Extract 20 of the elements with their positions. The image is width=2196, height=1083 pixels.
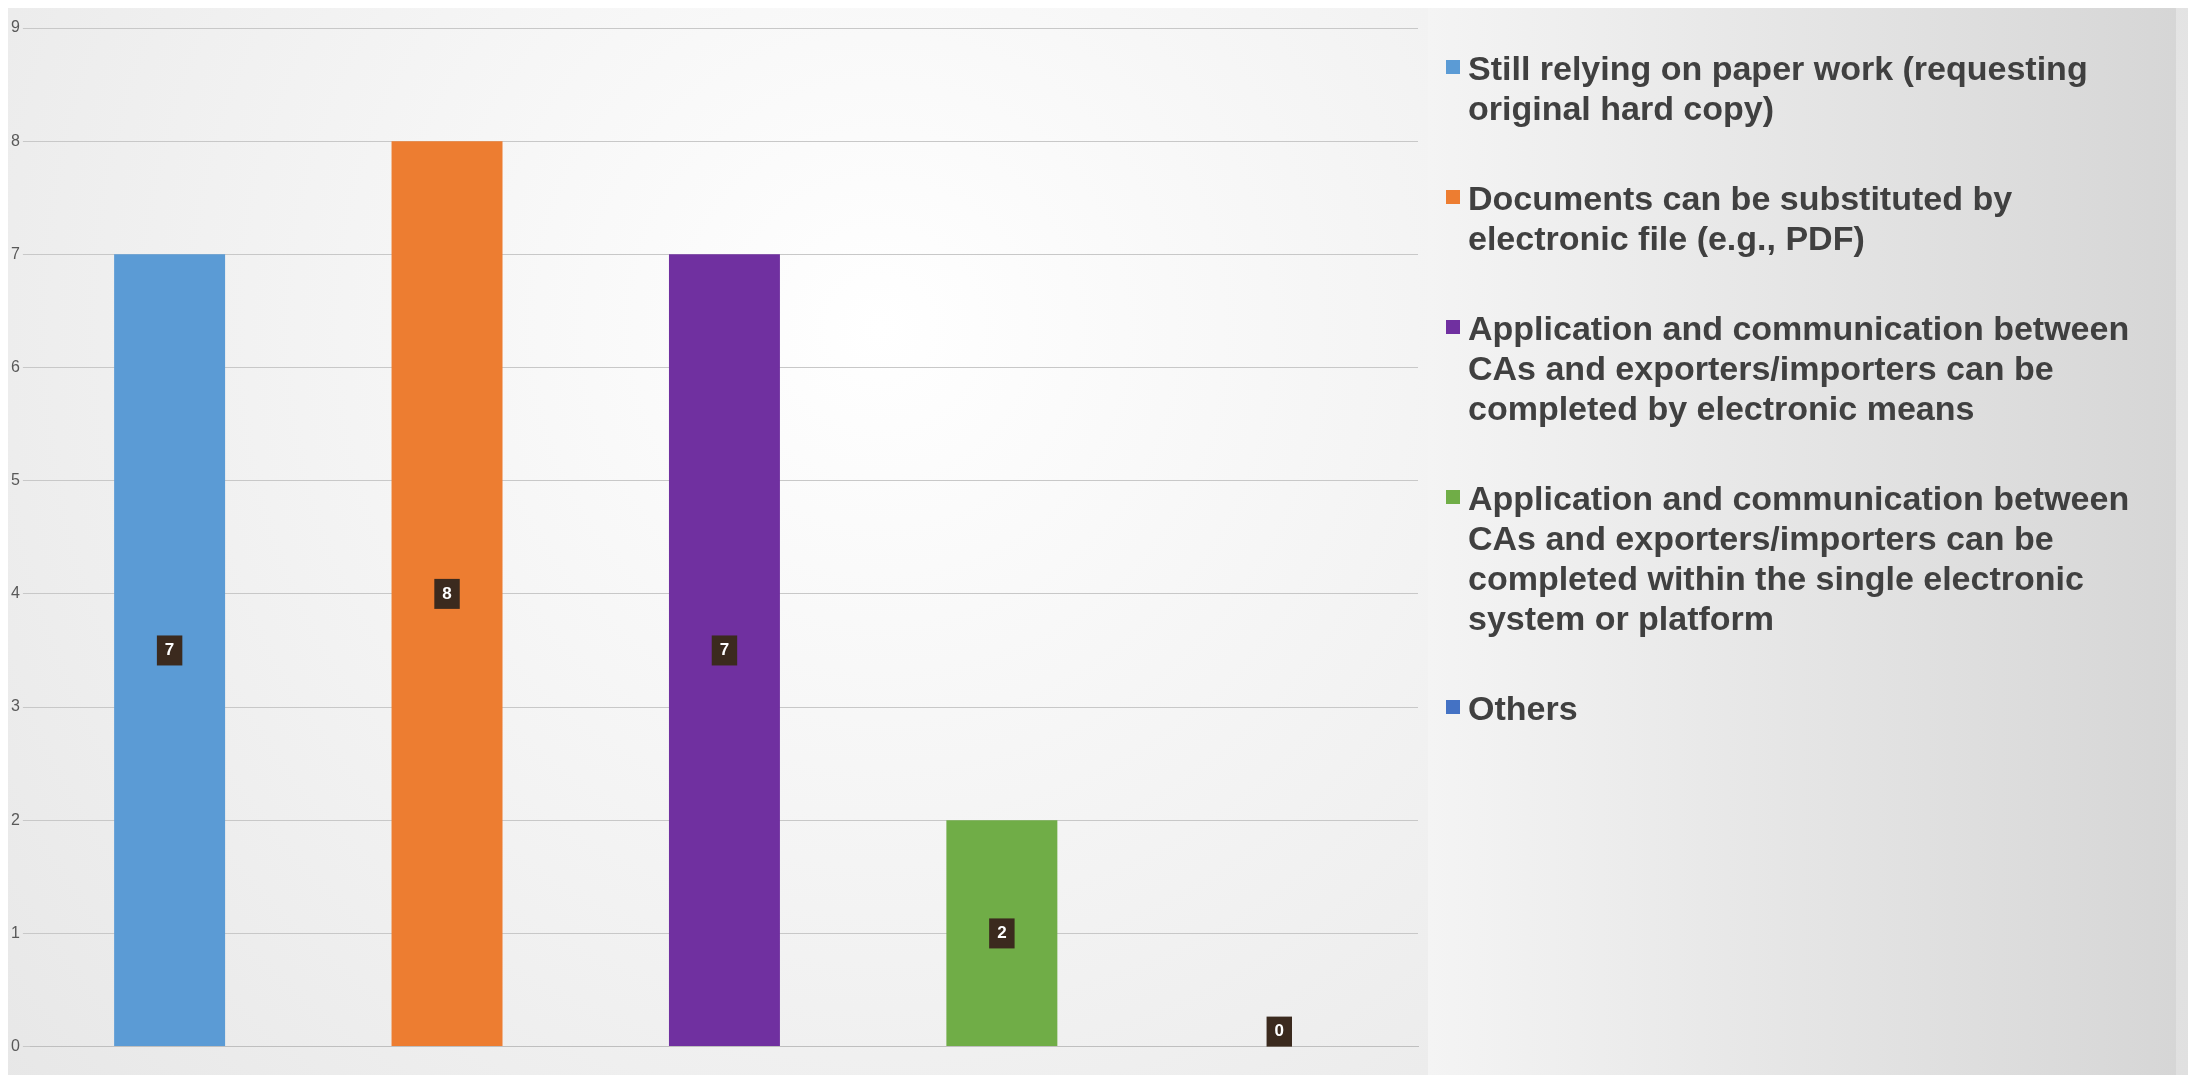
data-label: 7	[719, 640, 730, 660]
data-label: 0	[1274, 1021, 1285, 1041]
legend-label: Application and communication between CAs and exporters/importers can be completed within the single electronic system or platform	[1468, 478, 2131, 638]
y-tick-label: 9	[10, 18, 20, 36]
legend-label: Others	[1468, 688, 1578, 728]
y-tick-label: 2	[10, 810, 20, 828]
y-tick-label: 6	[10, 357, 20, 375]
y-tick-label: 4	[10, 584, 20, 602]
legend-label: Application and communication between CAs and exporters/importers can be completed by electronic means	[1468, 308, 2131, 428]
data-label: 7	[164, 640, 175, 660]
y-tick-label: 1	[10, 923, 20, 941]
legend-label: Still relying on paper work (requesting original hard copy)	[1468, 48, 2089, 128]
data-label: 8	[442, 583, 452, 603]
y-tick-label: 8	[10, 131, 20, 149]
y-tick-label: 0	[10, 1037, 20, 1055]
legend-label: Documents can be substituted by electronic file (e.g., PDF)	[1468, 178, 2014, 258]
y-tick-label: 3	[10, 697, 20, 715]
y-tick-label: 5	[10, 471, 20, 489]
y-tick-label: 7	[10, 244, 20, 262]
data-label: 2	[997, 923, 1007, 943]
